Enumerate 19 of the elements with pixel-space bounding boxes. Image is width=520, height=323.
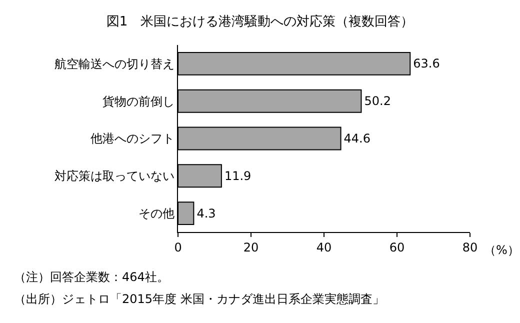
data-label: 11.9 xyxy=(224,168,252,183)
y-tick-label: 対応策は取っていない xyxy=(54,169,175,184)
y-tick-label: 航空輸送への切り替え xyxy=(54,56,175,71)
data-label: 50.2 xyxy=(364,94,391,108)
chart-title: 図1 米国における港湾騒動への対応策（複数回答） xyxy=(106,13,414,30)
data-label: 4.3 xyxy=(196,206,216,220)
y-tick-label: その他 xyxy=(138,206,175,220)
data-label: 63.6 xyxy=(413,56,440,71)
x-tick-label: 40 xyxy=(316,240,332,254)
x-axis-title: （%） xyxy=(484,243,520,257)
x-tick-label: 0 xyxy=(174,240,182,254)
x-tick-label: 20 xyxy=(243,240,259,254)
x-tick-label: 60 xyxy=(389,240,405,254)
data-label: 44.6 xyxy=(344,132,371,146)
y-tick-label: 貨物の前倒し xyxy=(102,94,175,108)
y-tick-label: 他港へのシフト xyxy=(90,132,175,146)
text: （注）回答企業数：464社。 xyxy=(14,270,169,284)
text: （出所）ジェトロ「2015年度 米国・カナダ進出日系企業実態調査」 xyxy=(14,292,384,306)
x-tick-label: 80 xyxy=(462,240,478,254)
